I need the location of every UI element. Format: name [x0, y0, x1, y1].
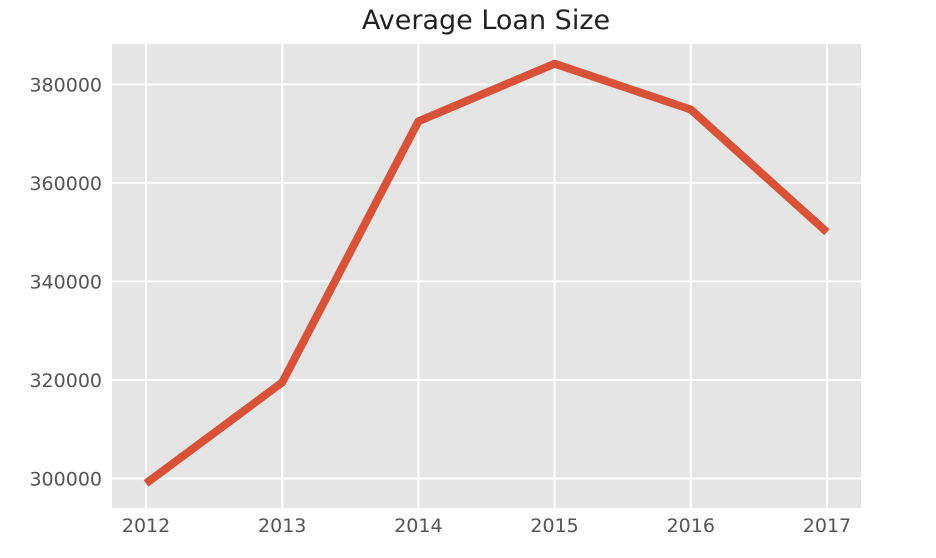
x-tick-label: 2014	[394, 515, 442, 537]
y-tick-label: 320000	[29, 370, 102, 392]
y-tick-label: 300000	[29, 468, 102, 490]
y-axis-ticks: 300000 320000 340000 360000 380000	[29, 74, 102, 490]
x-tick-label: 2015	[530, 515, 578, 537]
y-tick-label: 360000	[29, 173, 102, 195]
x-tick-label: 2017	[803, 515, 851, 537]
x-tick-label: 2013	[258, 515, 306, 537]
y-tick-label: 340000	[29, 271, 102, 293]
x-tick-label: 2012	[122, 515, 170, 537]
series-line	[143, 59, 830, 487]
series-layer	[143, 59, 830, 487]
plot-area	[112, 44, 861, 508]
x-axis-ticks: 2012 2013 2014 2015 2016 2017	[122, 515, 851, 537]
chart-title: Average Loan Size	[362, 5, 610, 36]
y-tick-label: 380000	[29, 74, 102, 96]
x-tick-label: 2016	[667, 515, 715, 537]
